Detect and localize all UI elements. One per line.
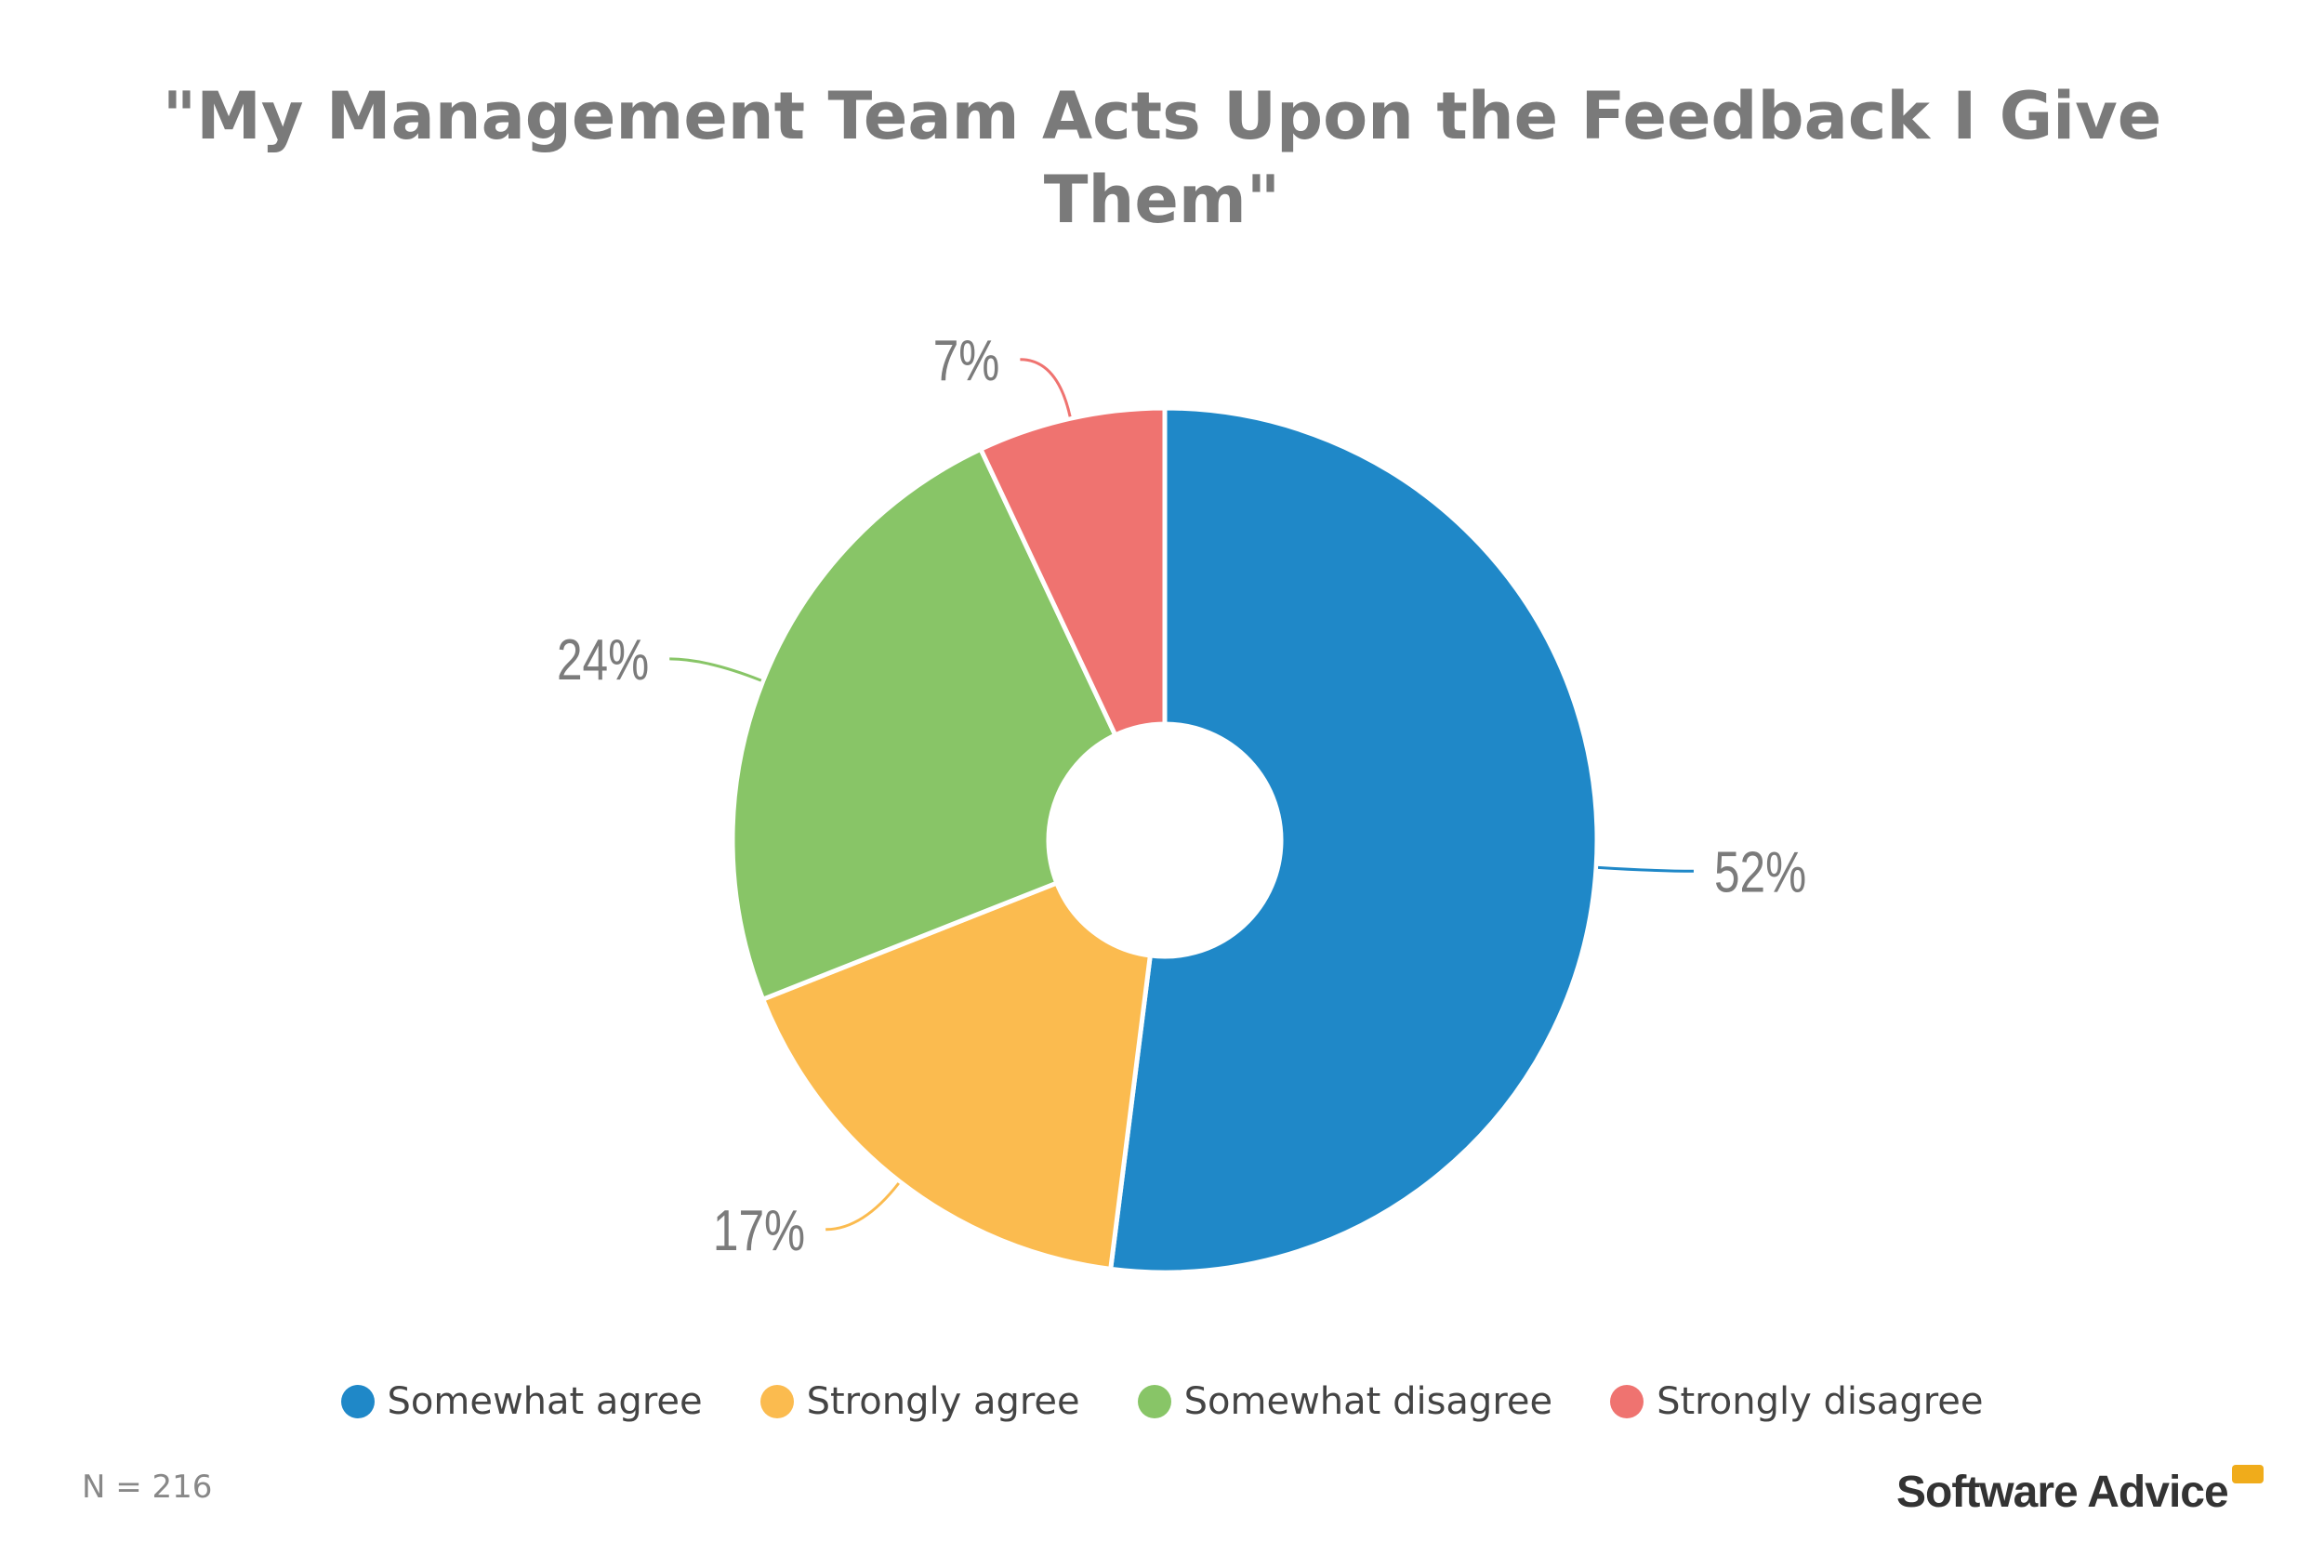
leader-line-strongly-disagree [1020,358,1072,417]
slice-strongly-agree [759,879,1154,1272]
leader-line-somewhat-agree [1597,865,1694,873]
legend-label: Strongly agree [806,1380,1080,1423]
slice-strongly-disagree [977,405,1168,739]
legend-dot-icon [1137,1385,1171,1418]
legend-label: Strongly disagree [1657,1380,1984,1423]
chart-title: "My Management Team Acts Upon the Feedba… [162,78,2162,238]
legend: Somewhat agree Strongly agree Somewhat dis… [0,1380,2324,1423]
data-label-somewhat-disagree: 24% [557,627,649,692]
sample-size-note: N = 216 [82,1469,213,1506]
speech-bubble-icon [2231,1465,2264,1483]
data-label-strongly-disagree: 7% [933,327,1000,392]
slice-somewhat-agree [1107,405,1600,1275]
legend-item-strongly-disagree: Strongly disagree [1610,1380,1984,1423]
leader-line-somewhat-disagree [669,657,762,682]
legend-dot-icon [340,1385,375,1418]
legend-dot-icon [1610,1385,1644,1418]
leader-line-strongly-agree [825,1182,900,1232]
legend-label: Somewhat agree [387,1380,703,1423]
legend-item-somewhat-agree: Somewhat agree [340,1380,703,1423]
legend-dot-icon [759,1385,794,1418]
software-advice-logo: Software Advice [1896,1465,2264,1518]
legend-item-strongly-agree: Strongly agree [759,1380,1080,1423]
data-label-strongly-agree: 17% [713,1197,805,1262]
legend-label: Somewhat disagree [1183,1380,1553,1423]
slice-somewhat-disagree [730,445,1119,1003]
legend-item-somewhat-disagree: Somewhat disagree [1137,1380,1553,1423]
data-label-somewhat-agree: 52% [1714,839,1806,904]
